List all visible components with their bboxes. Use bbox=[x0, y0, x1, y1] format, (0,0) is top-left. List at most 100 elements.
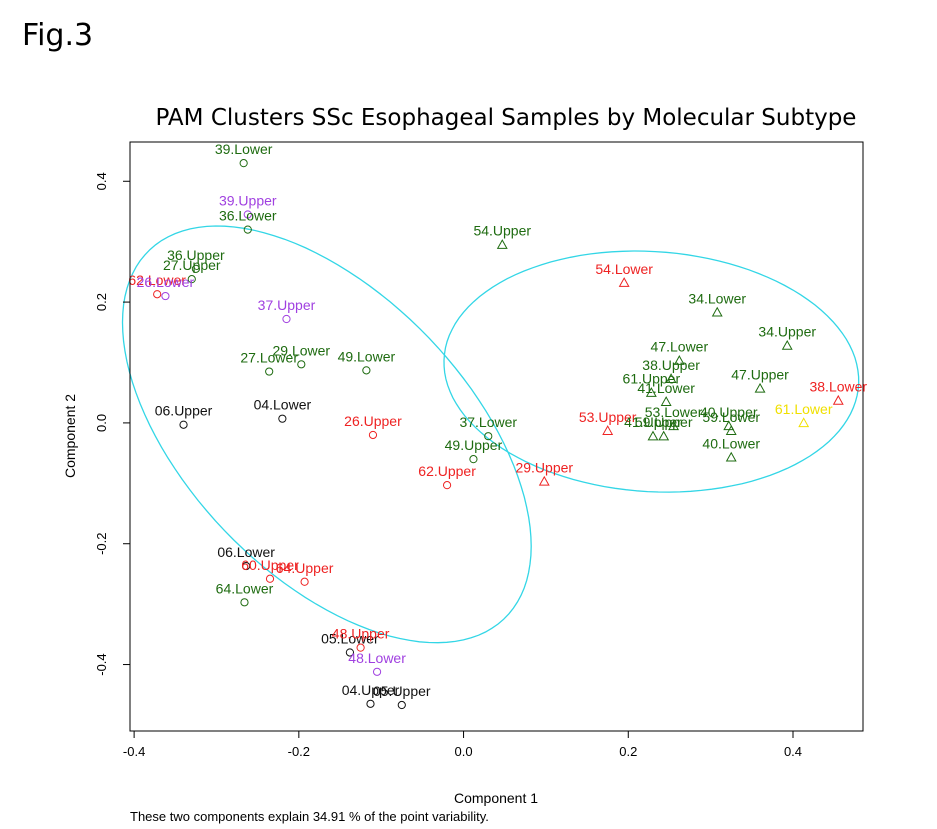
point-60-upper bbox=[265, 574, 275, 583]
y-tick-label: 0.4 bbox=[94, 172, 109, 190]
x-tick-label: 0.0 bbox=[455, 744, 473, 759]
label-06-upper: 06.Upper bbox=[155, 403, 213, 419]
point-05-lower bbox=[345, 648, 354, 657]
cluster-ellipses bbox=[121, 225, 860, 644]
label-27-lower: 27.Lower bbox=[240, 350, 298, 366]
label-64-lower: 64.Lower bbox=[216, 580, 274, 596]
x-tick-label: 0.4 bbox=[784, 744, 802, 759]
chart-title: PAM Clusters SSc Esophageal Samples by M… bbox=[156, 105, 857, 131]
data-points bbox=[153, 159, 844, 710]
label-54-lower: 54.Lower bbox=[595, 261, 653, 277]
point-34-lower bbox=[711, 306, 723, 317]
label-37-lower: 37.Lower bbox=[459, 414, 517, 430]
label-29-upper: 29.Upper bbox=[515, 460, 573, 476]
label-06-lower: 06.Lower bbox=[217, 544, 275, 560]
label-39-upper: 39.Upper bbox=[219, 192, 277, 208]
label-61-upper: 61.Upper bbox=[623, 371, 681, 387]
label-53-lower: 53.Lower bbox=[645, 404, 703, 420]
label-04-lower: 04.Lower bbox=[254, 397, 312, 413]
label-47-upper: 47.Upper bbox=[731, 366, 789, 382]
point-47-upper bbox=[754, 382, 766, 393]
label-04-upper: 04.Upper bbox=[342, 682, 400, 698]
point-61-upper bbox=[645, 387, 657, 397]
point-41-upper bbox=[647, 430, 659, 441]
label-54-upper: 54.Upper bbox=[473, 223, 531, 239]
label-26-upper: 26.Upper bbox=[344, 413, 402, 429]
point-48-lower bbox=[372, 667, 382, 676]
point-05-upper bbox=[397, 700, 406, 710]
label-41-lower: 41.Lower bbox=[637, 380, 695, 396]
point-37-upper bbox=[282, 314, 291, 324]
label-59-lower: 59.Lower bbox=[702, 409, 760, 425]
label-39-lower: 39.Lower bbox=[215, 141, 273, 157]
point-26-lower bbox=[161, 291, 170, 301]
point-04-lower bbox=[278, 414, 287, 423]
label-61-lower: 61.Lower bbox=[775, 401, 833, 417]
point-26-upper bbox=[368, 430, 378, 440]
y-tick-label: -0.4 bbox=[94, 653, 109, 675]
point-49-upper bbox=[469, 455, 478, 464]
y-axis: -0.4 -0.2 0.0 0.2 0.4 bbox=[94, 172, 131, 676]
label-36-lower: 36.Lower bbox=[219, 208, 277, 224]
point-59-upper bbox=[658, 430, 670, 441]
label-49-lower: 49.Lower bbox=[338, 348, 396, 364]
x-tick-label: -0.4 bbox=[123, 744, 145, 759]
point-62-upper bbox=[442, 481, 452, 490]
point-29-upper bbox=[538, 475, 550, 486]
point-53-lower bbox=[668, 420, 680, 431]
cluster-1-ellipse bbox=[121, 225, 532, 644]
point-54-upper bbox=[496, 239, 508, 249]
x-axis-label: Component 1 bbox=[454, 790, 538, 806]
label-34-upper: 34.Upper bbox=[758, 324, 816, 340]
point-34-upper bbox=[781, 339, 793, 350]
label-49-upper: 49.Upper bbox=[445, 437, 503, 453]
point-37-lower bbox=[484, 432, 493, 441]
y-tick-label: 0.2 bbox=[94, 293, 109, 311]
point-64-upper bbox=[300, 577, 309, 586]
point-48-upper bbox=[356, 643, 365, 652]
point-47-lower bbox=[673, 355, 685, 365]
point-36-upper bbox=[191, 264, 200, 273]
label-29-lower: 29.Lower bbox=[273, 342, 331, 358]
point-64-lower bbox=[240, 598, 249, 607]
point-27-upper bbox=[187, 275, 196, 284]
label-48-upper: 48.Upper bbox=[332, 626, 390, 642]
point-40-lower bbox=[725, 451, 737, 462]
point-39-upper bbox=[243, 210, 252, 219]
point-49-lower bbox=[362, 366, 371, 375]
figure-label: Fig.3 bbox=[22, 18, 94, 53]
label-40-upper: 40.Upper bbox=[700, 404, 758, 420]
y-tick-label: 0.0 bbox=[94, 414, 109, 432]
label-26-lower: 26.Lower bbox=[137, 274, 195, 290]
label-37-upper: 37.Upper bbox=[258, 297, 316, 313]
label-59-upper: 59.Upper bbox=[635, 414, 693, 430]
label-48-lower: 48.Lower bbox=[348, 650, 406, 666]
label-47-lower: 47.Lower bbox=[651, 339, 709, 355]
label-05-upper: 05.Upper bbox=[373, 683, 431, 699]
label-64-upper: 64.Upper bbox=[276, 560, 334, 576]
point-38-lower bbox=[832, 394, 844, 405]
point-38-upper bbox=[665, 373, 677, 383]
x-tick-label: 0.2 bbox=[619, 744, 637, 759]
point-36-lower bbox=[243, 225, 252, 234]
point-41-lower bbox=[660, 396, 672, 406]
label-53-upper: 53.Upper bbox=[579, 409, 637, 425]
point-29-lower bbox=[297, 360, 306, 369]
point-27-lower bbox=[265, 367, 274, 376]
label-05-lower: 05.Lower bbox=[321, 630, 379, 646]
label-41-upper: 41.Upper bbox=[624, 414, 682, 430]
point-06-upper bbox=[179, 420, 188, 429]
label-36-upper: 36.Upper bbox=[167, 247, 225, 263]
label-40-lower: 40.Lower bbox=[702, 435, 760, 451]
label-38-lower: 38.Lower bbox=[809, 379, 867, 395]
point-06-lower bbox=[242, 561, 251, 571]
point-53-upper bbox=[602, 425, 614, 435]
point-04-upper bbox=[366, 699, 375, 708]
point-39-lower bbox=[239, 159, 248, 168]
label-60-upper: 60.Upper bbox=[241, 557, 299, 573]
label-38-upper: 38.Upper bbox=[642, 357, 700, 373]
label-62-upper: 62.Upper bbox=[418, 463, 476, 479]
label-62-lower: 62.Lower bbox=[128, 272, 186, 288]
